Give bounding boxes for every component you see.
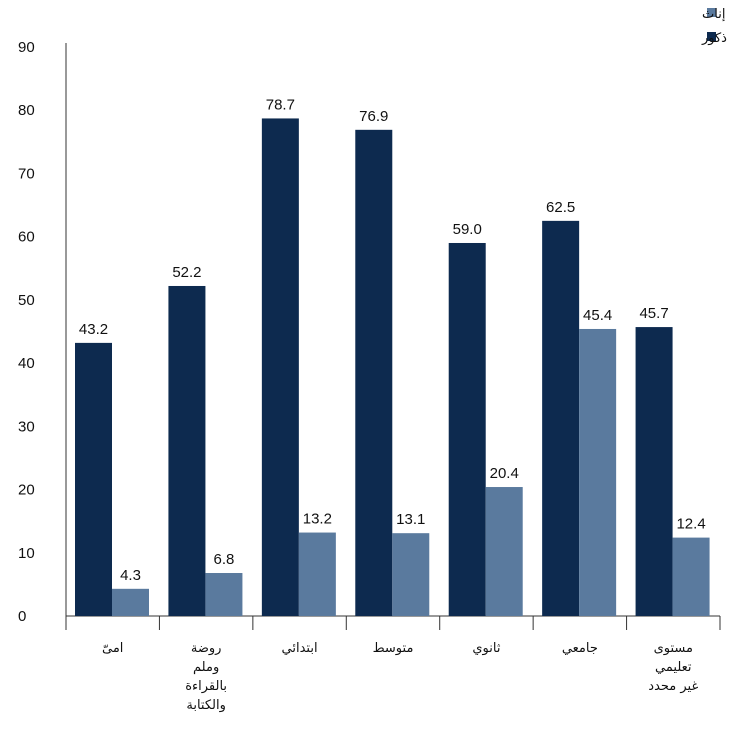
bar-female-2	[298, 532, 336, 616]
category-label-line: غير محدد	[648, 679, 698, 694]
y-tick-label: 50	[18, 292, 35, 309]
category-label-line: تعليمي	[655, 660, 692, 675]
data-label-female-2: 13.2	[303, 511, 332, 528]
data-label-male-0: 43.2	[79, 321, 108, 338]
data-label-male-6: 45.7	[639, 305, 668, 322]
category-label-line: وملم	[193, 660, 219, 675]
category-labels-group: امیّ روضة وملم بالقراءة والكتابة ابتدائي متوسط…	[102, 641, 698, 713]
y-tick-label: 80	[18, 102, 35, 119]
category-label-line: متوسط	[373, 641, 414, 656]
data-label-female-6: 12.4	[676, 516, 705, 533]
chart-legend: إناث ذكور	[701, 7, 727, 46]
y-tick-label: 90	[18, 39, 35, 56]
bar-male-3	[355, 129, 393, 616]
bar-male-0	[75, 342, 112, 616]
data-label-male-4: 59.0	[453, 221, 482, 238]
bar-female-3	[392, 533, 430, 616]
data-label-female-1: 6.8	[213, 551, 234, 568]
bar-male-6	[635, 327, 673, 616]
bar-male-1	[168, 285, 206, 616]
data-label-female-5: 45.4	[583, 307, 612, 324]
category-label-6: مستوى تعليمي غير محدد	[648, 641, 698, 694]
data-label-female-4: 20.4	[490, 465, 519, 482]
data-label-male-1: 52.2	[172, 264, 201, 281]
category-label-line: جامعي	[562, 641, 598, 656]
category-label-line: ابتدائي	[282, 641, 318, 656]
category-label-line: روضة	[191, 641, 222, 656]
bar-male-5	[542, 220, 580, 616]
bar-male-4	[448, 242, 486, 616]
y-axis: 0 10 20 30 40 50 60 70 80 90	[18, 39, 67, 625]
y-tick-label: 0	[18, 608, 26, 625]
y-tick-label: 20	[18, 482, 35, 499]
category-label-line: والكتابة	[186, 698, 226, 713]
bar-female-1	[205, 573, 243, 616]
bar-female-4	[485, 487, 523, 616]
bar-male-2	[261, 118, 299, 617]
category-label-line: امیّ	[102, 641, 123, 656]
category-label-line: ثانوي	[472, 641, 500, 656]
category-label-1: روضة وملم بالقراءة والكتابة	[185, 641, 227, 713]
x-axis	[65, 615, 721, 630]
legend-swatch	[707, 8, 716, 17]
bar-female-5	[579, 328, 617, 616]
bar-female-0	[112, 588, 149, 616]
category-label-line: بالقراءة	[185, 679, 227, 694]
category-label-3: متوسط	[373, 641, 414, 656]
legend-swatch	[707, 32, 716, 41]
y-tick-label: 60	[18, 229, 35, 246]
y-tick-label: 10	[18, 545, 35, 562]
y-tick-label: 40	[18, 355, 35, 372]
category-label-2: ابتدائي	[282, 641, 318, 656]
bar-female-6	[672, 537, 710, 616]
category-label-5: جامعي	[562, 641, 598, 656]
y-tick-label: 30	[18, 418, 35, 435]
data-label-male-2: 78.7	[266, 96, 295, 113]
category-label-0: امیّ	[102, 641, 123, 656]
y-tick-label: 70	[18, 165, 35, 182]
category-label-line: مستوى	[654, 641, 693, 656]
data-labels-group: 43.2 52.2 78.7 76.9 59.0 62.5 45.7 4.3 6.8 13.2 13…	[79, 96, 706, 583]
legend-label: ذكور	[701, 31, 727, 46]
data-label-female-3: 13.1	[396, 511, 425, 528]
category-label-4: ثانوي	[472, 641, 500, 656]
data-label-male-5: 62.5	[546, 199, 575, 216]
data-label-female-0: 4.3	[120, 567, 141, 584]
data-label-male-3: 76.9	[359, 108, 388, 125]
bars-group	[75, 118, 710, 617]
legend-label: إناث	[702, 7, 725, 22]
